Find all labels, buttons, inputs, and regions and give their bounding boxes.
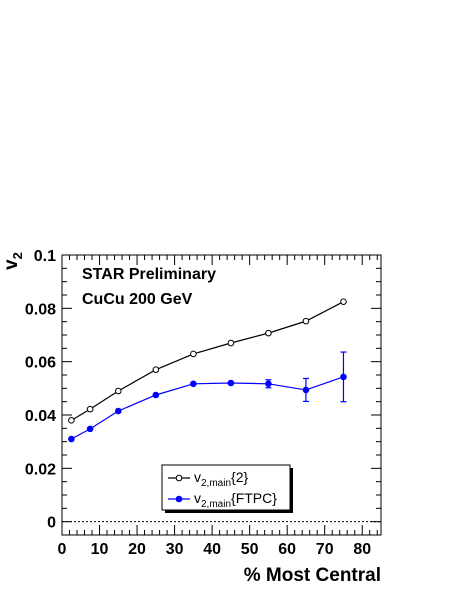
series-0: [68, 298, 347, 424]
x-tick-label: 50: [241, 541, 259, 558]
legend-marker: [175, 474, 183, 482]
data-series: [68, 298, 347, 443]
data-point: [302, 317, 310, 325]
series-line: [71, 376, 344, 440]
x-tick-label: 40: [203, 541, 221, 558]
y-tick-label: 0.06: [25, 355, 56, 372]
data-point: [340, 373, 347, 381]
x-tick-label: 10: [91, 541, 109, 558]
x-tick-label: 80: [353, 541, 371, 558]
data-point: [86, 405, 94, 413]
x-tick-label: 60: [278, 541, 296, 558]
legend: v2,main{2}v2,main{FTPC}: [161, 464, 293, 513]
data-point: [190, 380, 197, 388]
y-axis-ticks: 0 0.02 0.04 0.06 0.08 0.1: [25, 248, 381, 536]
legend-box: [161, 464, 291, 511]
data-point: [152, 366, 160, 373]
legend-marker: [175, 495, 183, 503]
annotation-system-energy: CuCu 200 GeV: [82, 291, 193, 308]
data-point: [114, 387, 122, 395]
data-point: [340, 298, 347, 305]
data-point: [227, 379, 235, 387]
x-axis-ticks: 0 10 20 30 40 50 60 70 80: [58, 255, 378, 558]
y-tick-label: 0.08: [25, 301, 56, 318]
data-point: [68, 435, 75, 443]
x-axis-title: % Most Central: [244, 565, 381, 586]
x-tick-label: 0: [58, 541, 67, 558]
annotation-star-preliminary: STAR Preliminary: [82, 266, 216, 283]
y-axis-title-sub: 2: [10, 252, 25, 259]
legend-entry-label: v2,main{2}: [194, 469, 248, 489]
data-point: [152, 391, 160, 399]
y-tick-label: 0.1: [34, 248, 56, 265]
series-line: [71, 301, 344, 421]
data-point: [227, 339, 235, 347]
data-point: [68, 417, 75, 424]
y-tick-label: 0: [47, 515, 56, 532]
x-tick-label: 30: [166, 541, 184, 558]
y-tick-label: 0.02: [25, 461, 56, 478]
plot-border: [61, 254, 382, 536]
legend-entry-label: v2,main{FTPC}: [194, 490, 277, 510]
plot-frame: [61, 254, 382, 536]
y-axis-title: v2: [1, 252, 25, 270]
data-point: [302, 386, 310, 394]
y-tick-label: 0.04: [25, 408, 56, 425]
x-tick-label: 70: [316, 541, 334, 558]
data-point: [265, 329, 272, 337]
data-point: [114, 407, 122, 415]
y-axis-title-main: v: [1, 259, 22, 270]
data-point: [265, 380, 272, 388]
data-point: [190, 350, 197, 358]
data-point: [86, 425, 94, 433]
series-1: [68, 351, 347, 443]
x-tick-label: 20: [128, 541, 146, 558]
